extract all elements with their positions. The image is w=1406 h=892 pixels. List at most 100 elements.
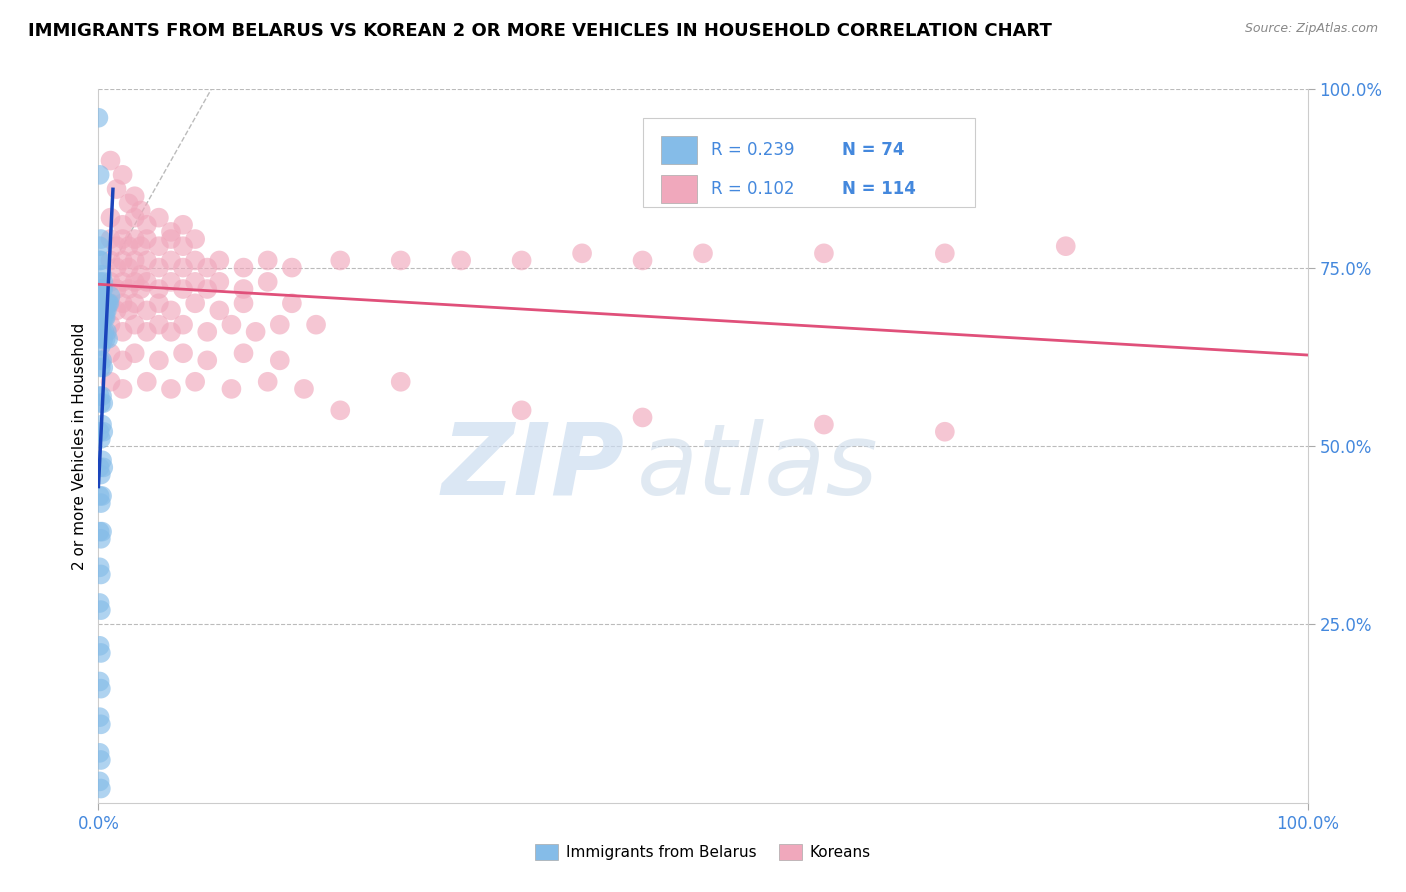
Point xyxy=(94,310,117,325)
Point xyxy=(172,282,194,296)
Point xyxy=(89,168,111,182)
Point xyxy=(305,318,328,332)
Point xyxy=(90,432,112,446)
Point xyxy=(111,382,134,396)
Point xyxy=(934,425,956,439)
Point xyxy=(124,253,146,268)
Point xyxy=(232,296,254,310)
Point xyxy=(172,318,194,332)
Text: atlas: atlas xyxy=(637,419,879,516)
Point xyxy=(124,318,146,332)
FancyBboxPatch shape xyxy=(661,175,697,203)
Point xyxy=(571,246,593,260)
Point xyxy=(90,396,112,410)
Text: N = 74: N = 74 xyxy=(842,141,904,159)
Point xyxy=(90,253,112,268)
Point xyxy=(118,260,141,275)
Point xyxy=(89,639,111,653)
Y-axis label: 2 or more Vehicles in Household: 2 or more Vehicles in Household xyxy=(72,322,87,570)
Point xyxy=(90,681,112,696)
Point xyxy=(160,225,183,239)
Point xyxy=(90,310,112,325)
Point xyxy=(90,232,112,246)
Point xyxy=(184,253,207,268)
Point xyxy=(89,275,111,289)
Point xyxy=(232,282,254,296)
Point xyxy=(93,310,115,325)
Point xyxy=(135,375,157,389)
Point xyxy=(292,382,315,396)
Point xyxy=(89,239,111,253)
Point xyxy=(256,375,278,389)
Point xyxy=(111,218,134,232)
Point xyxy=(91,310,114,325)
Point xyxy=(100,211,122,225)
Point xyxy=(221,382,243,396)
FancyBboxPatch shape xyxy=(661,136,697,164)
Point xyxy=(91,310,114,325)
Point xyxy=(91,282,114,296)
Point xyxy=(160,325,183,339)
Text: Source: ZipAtlas.com: Source: ZipAtlas.com xyxy=(1244,22,1378,36)
Point xyxy=(269,353,291,368)
Point xyxy=(111,296,134,310)
Point xyxy=(631,410,654,425)
Point xyxy=(94,303,117,318)
Point xyxy=(89,303,111,318)
Point xyxy=(692,246,714,260)
Point xyxy=(96,325,118,339)
Point xyxy=(111,253,134,268)
Point xyxy=(90,467,112,482)
Point xyxy=(184,275,207,289)
Point xyxy=(89,596,111,610)
Point xyxy=(89,332,111,346)
Point xyxy=(160,253,183,268)
Point xyxy=(118,303,141,318)
Point xyxy=(195,353,218,368)
Point xyxy=(135,275,157,289)
Point xyxy=(97,296,120,310)
Point xyxy=(100,346,122,360)
Point xyxy=(91,360,114,375)
Point xyxy=(91,325,114,339)
Point xyxy=(124,296,146,310)
Point xyxy=(124,275,146,289)
Point xyxy=(124,211,146,225)
Point xyxy=(111,232,134,246)
Point xyxy=(195,282,218,296)
Point xyxy=(89,774,111,789)
Text: IMMIGRANTS FROM BELARUS VS KOREAN 2 OR MORE VEHICLES IN HOUSEHOLD CORRELATION CH: IMMIGRANTS FROM BELARUS VS KOREAN 2 OR M… xyxy=(28,22,1052,40)
Point xyxy=(93,325,115,339)
Point xyxy=(91,396,114,410)
Point xyxy=(148,318,170,332)
Point xyxy=(172,260,194,275)
Point xyxy=(389,253,412,268)
Point xyxy=(813,417,835,432)
Point xyxy=(91,453,114,467)
Point xyxy=(631,253,654,268)
Point xyxy=(329,403,352,417)
Point xyxy=(232,346,254,360)
Point xyxy=(91,303,114,318)
Point xyxy=(256,253,278,268)
Point xyxy=(232,260,254,275)
Text: R = 0.239: R = 0.239 xyxy=(711,141,794,159)
Point xyxy=(111,275,134,289)
Point xyxy=(329,253,352,268)
Point xyxy=(111,353,134,368)
Point xyxy=(87,111,110,125)
Point xyxy=(118,282,141,296)
Point xyxy=(148,239,170,253)
Point xyxy=(118,239,141,253)
Point xyxy=(89,253,111,268)
Point xyxy=(105,239,128,253)
Point xyxy=(90,339,112,353)
Point xyxy=(245,325,267,339)
Point xyxy=(195,260,218,275)
Point xyxy=(208,303,231,318)
FancyBboxPatch shape xyxy=(643,118,976,207)
Point xyxy=(135,232,157,246)
Point xyxy=(89,560,111,574)
Point xyxy=(91,268,114,282)
Point xyxy=(160,232,183,246)
